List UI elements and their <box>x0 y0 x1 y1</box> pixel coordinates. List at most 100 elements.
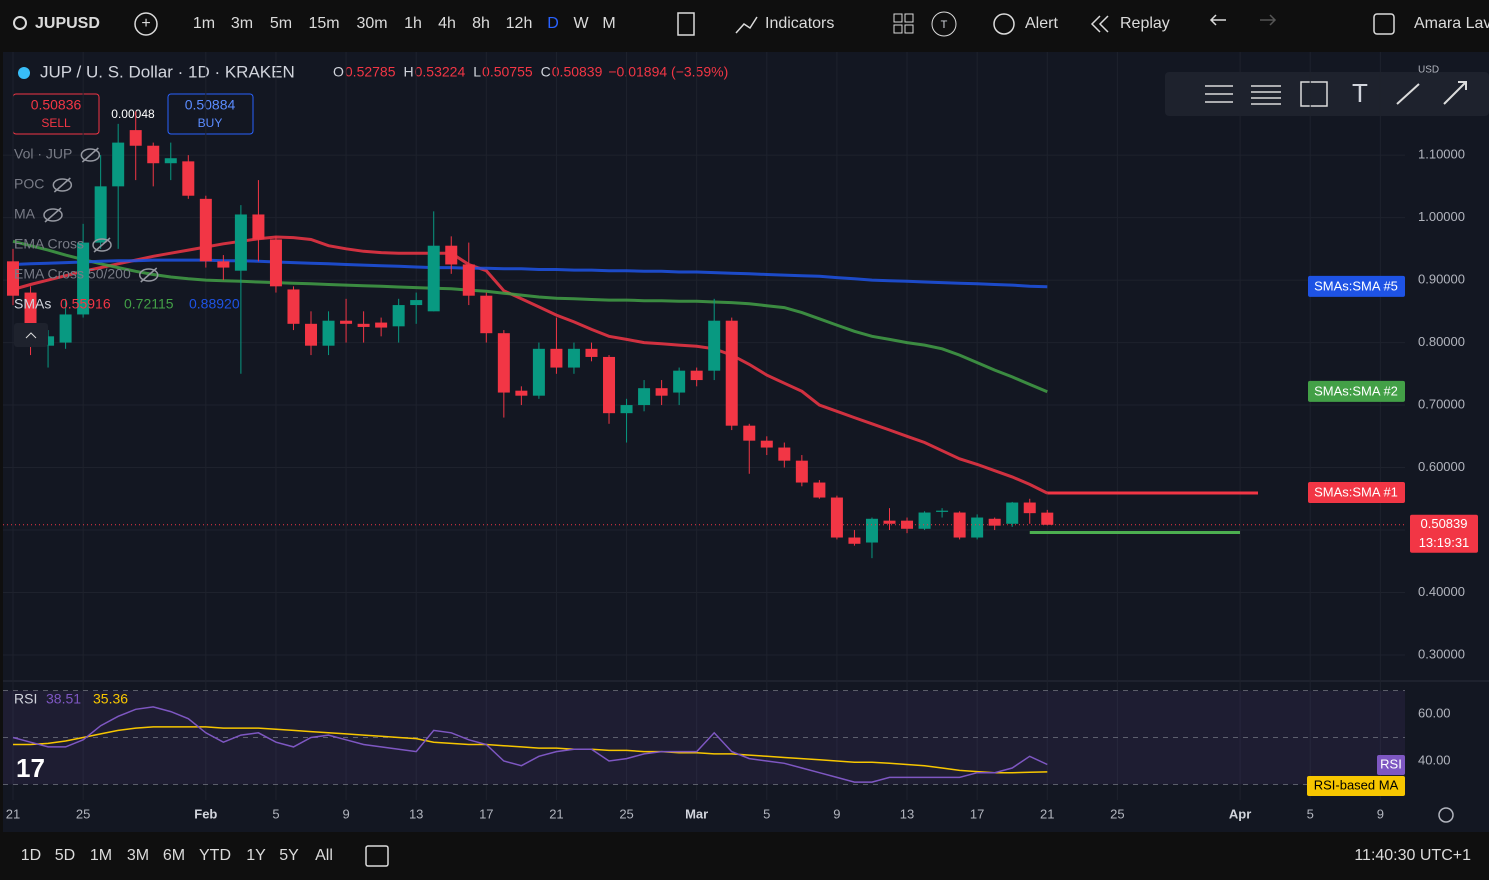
sell-label: SELL <box>41 116 71 130</box>
interval-button[interactable]: W <box>573 15 589 32</box>
range-button[interactable]: 1D <box>21 847 41 864</box>
candle-body <box>94 186 107 243</box>
ohlc-value: 0.50755 <box>482 64 533 80</box>
user-name[interactable]: Amara Lav <box>1414 15 1489 32</box>
range-button[interactable]: 6M <box>163 847 185 864</box>
line-tool[interactable] <box>1396 83 1420 105</box>
text-tool[interactable]: T <box>1352 78 1368 108</box>
ohlc-key: H <box>404 64 414 80</box>
interval-button[interactable]: 4h <box>438 15 456 32</box>
indicators-button[interactable]: Indicators <box>765 15 834 32</box>
undo-button[interactable] <box>1209 14 1226 26</box>
compare-button[interactable] <box>134 12 158 36</box>
range-button[interactable]: 3M <box>127 847 149 864</box>
interval-button[interactable]: 5m <box>270 15 292 32</box>
candle-body <box>357 323 370 327</box>
spread: 0.00048 <box>111 107 155 121</box>
candle-body <box>743 425 756 441</box>
indicator-name: SMAs <box>14 296 51 312</box>
hidden-eye-slash <box>81 147 99 163</box>
hidden-eye-slash <box>93 237 111 253</box>
indicator-name: EMA Cross 50/200 <box>14 266 131 282</box>
candle-body <box>462 264 475 296</box>
indicator-value: 0.55916 <box>60 296 111 312</box>
interval-button[interactable]: M <box>602 15 615 32</box>
rsi-tag <box>1377 755 1405 775</box>
range-button[interactable]: 1M <box>90 847 112 864</box>
y-tick-label: 1.10000 <box>1418 147 1465 162</box>
candle-body <box>638 388 651 406</box>
range-button[interactable]: All <box>315 847 333 864</box>
ohlc-key: C <box>541 64 551 80</box>
hidden-eye[interactable] <box>80 148 101 162</box>
rsi-tag-label: RSI <box>1380 756 1402 771</box>
rsi-legend-value: 38.51 <box>46 691 81 707</box>
range-button[interactable]: 5D <box>55 847 75 864</box>
x-tick-label: 13 <box>900 806 914 821</box>
candle-body <box>550 348 563 368</box>
candle-body <box>1006 502 1019 524</box>
rsi-tag <box>1307 776 1405 796</box>
hidden-eye[interactable] <box>52 178 73 192</box>
collapse-legend[interactable] <box>14 323 48 347</box>
alert-button[interactable]: Alert <box>1025 15 1058 32</box>
y-tick-label: 0.90000 <box>1418 272 1465 287</box>
go-to-date[interactable] <box>365 845 389 867</box>
hidden-eye[interactable] <box>138 268 159 282</box>
fullscreen-button[interactable] <box>1373 13 1395 35</box>
symbol[interactable]: JUPUSD <box>35 15 100 32</box>
candle-body <box>234 214 247 271</box>
interval-button[interactable]: 1m <box>193 15 215 32</box>
template-button[interactable] <box>931 11 957 37</box>
indicators-icon <box>735 16 758 34</box>
buy-button[interactable] <box>167 93 254 135</box>
range-button[interactable]: YTD <box>199 847 231 864</box>
interval-button[interactable]: 8h <box>472 15 490 32</box>
candle-body <box>480 295 493 334</box>
x-tick-label: Mar <box>685 806 708 821</box>
range-button[interactable]: 5Y <box>279 847 299 864</box>
candle-body <box>603 356 616 414</box>
interval-button[interactable]: 15m <box>308 15 339 32</box>
settings-button[interactable] <box>1438 807 1454 823</box>
y-tick-label: 0.70000 <box>1418 396 1465 411</box>
plot <box>3 111 1405 783</box>
measure-tool[interactable] <box>1300 81 1328 107</box>
ohlc-value: 0.52785 <box>345 64 396 80</box>
chart-pane <box>3 52 1405 800</box>
hidden-eye[interactable] <box>92 238 112 252</box>
search-icon[interactable] <box>13 16 27 30</box>
candle-body <box>182 161 195 196</box>
y-tick-label: 40.00 <box>1418 752 1451 767</box>
candle-body <box>497 333 510 393</box>
candle-body <box>778 447 791 461</box>
interval-button[interactable]: 12h <box>506 15 533 32</box>
hidden-eye[interactable] <box>43 208 63 222</box>
range-button[interactable]: 1Y <box>246 847 266 864</box>
ohlc-value: 0.53224 <box>415 64 466 80</box>
layouts-icon <box>904 24 914 34</box>
channel-tool[interactable] <box>1251 85 1281 105</box>
fib-tool[interactable] <box>1205 85 1233 103</box>
rsi-line <box>13 726 1048 774</box>
layouts-icon[interactable] <box>893 13 903 23</box>
interval-button[interactable]: 30m <box>356 15 387 32</box>
last-price: 0.50839 <box>1421 516 1468 531</box>
x-tick-label: 21 <box>6 806 20 821</box>
interval-button[interactable]: D <box>547 15 559 32</box>
chart-type-button[interactable] <box>677 12 695 36</box>
interval-button[interactable]: 1h <box>404 15 422 32</box>
indicator-name: POC <box>14 176 44 192</box>
interval-button[interactable]: 3m <box>231 15 253 32</box>
arrow-tool[interactable] <box>1443 81 1467 105</box>
y-tick-label: 0.40000 <box>1418 584 1465 599</box>
symbol-logo <box>18 67 30 79</box>
candle-body <box>199 198 212 262</box>
redo-button[interactable] <box>1260 14 1277 26</box>
countdown: 13:19:31 <box>1419 535 1470 550</box>
candle-body <box>988 518 1001 526</box>
replay-button[interactable]: Replay <box>1120 15 1170 32</box>
time-axis <box>3 800 1489 832</box>
